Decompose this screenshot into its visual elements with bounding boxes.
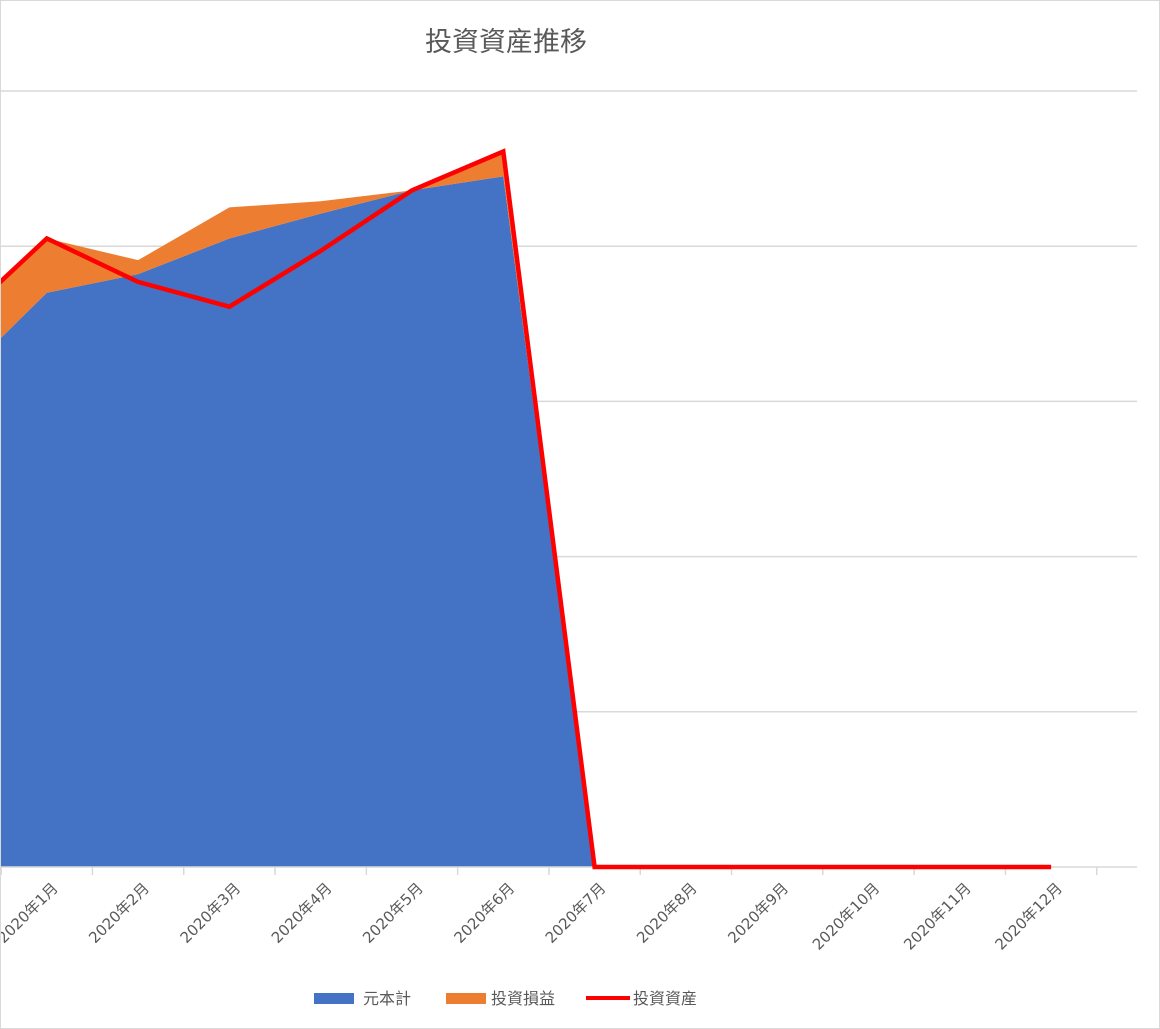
x-tick-label: 2020年1月 — [1, 879, 62, 947]
legend-label: 投資損益 — [491, 989, 555, 1008]
legend-item: 投資資産 — [586, 989, 697, 1008]
x-tick-label: 2020年2月 — [85, 879, 153, 947]
legend-item: 元本計 — [314, 989, 411, 1008]
x-tick-label: 2020年8月 — [633, 879, 701, 947]
legend-label: 元本計 — [363, 989, 411, 1008]
line-series-group — [1, 148, 1052, 870]
x-tick-label: 2020年3月 — [177, 879, 245, 947]
x-tick-label: 2020年6月 — [450, 879, 518, 947]
x-tick-label: 2020年11月 — [900, 879, 974, 953]
legend-label: 投資資産 — [633, 989, 697, 1008]
area-series-group — [1, 151, 1052, 867]
x-tick-label: 2020年9月 — [724, 879, 792, 947]
legend-item: 投資損益 — [446, 989, 555, 1008]
x-tick-label: 2020年12月 — [991, 879, 1065, 953]
x-tick-label: 2020年10月 — [809, 879, 883, 953]
x-tick-label: 2020年7月 — [542, 879, 610, 947]
legend-swatch — [314, 993, 354, 1004]
chart-title: 投資資産推移 — [425, 27, 587, 58]
x-tick-label: 2020年5月 — [359, 879, 427, 947]
legend-swatch — [446, 993, 486, 1004]
x-axis-tick-labels: 2020年1月 2020年2月 2020年3月 2020年4月 2020年5月 2020年… — [1, 879, 1066, 953]
legend: 元本計 投資損益 投資資産 — [314, 989, 697, 1008]
line-series-1 — [1, 148, 1052, 870]
x-tick-label: 2020年4月 — [268, 879, 336, 947]
area-series-1 — [1, 176, 1052, 867]
